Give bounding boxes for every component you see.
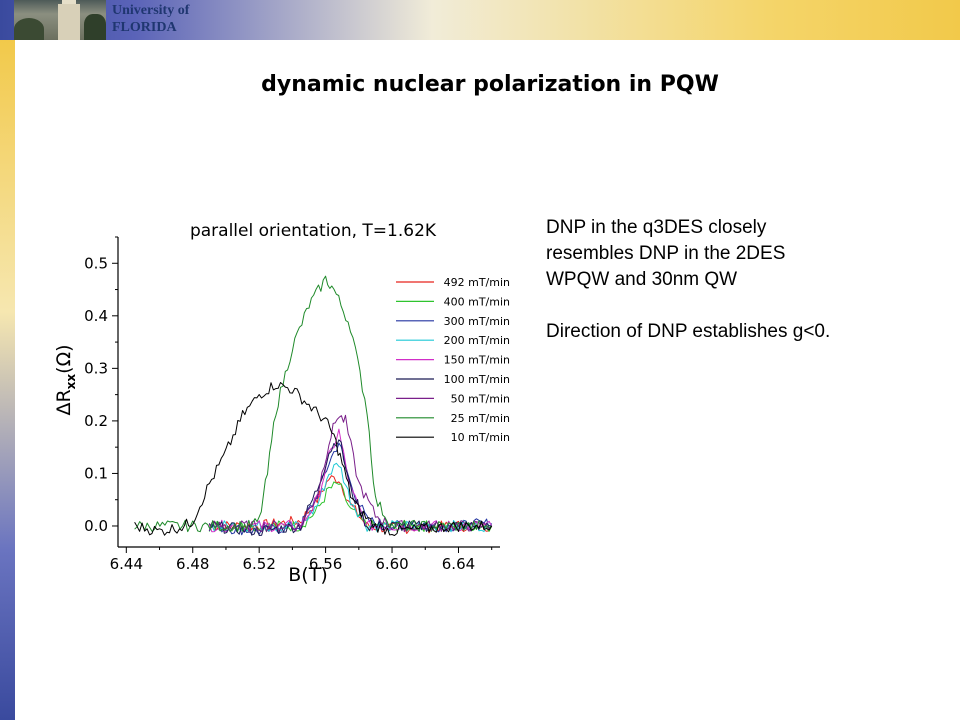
description-line: WPQW and 30nm QW — [546, 269, 738, 290]
x-tick-label: 6.44 — [110, 555, 143, 573]
legend-label: 50 mT/min — [451, 392, 510, 405]
chart-series-layer — [134, 275, 493, 536]
y-tick-label: 0.5 — [84, 254, 108, 272]
series-line-50-mt-min — [208, 414, 493, 533]
chart-legend: 492 mT/min 400 mT/min 300 mT/min 200 mT/min… — [396, 276, 510, 444]
legend-label: 100 mT/min — [444, 373, 510, 386]
x-axis-label: B(T) — [288, 564, 327, 586]
left-accent-bar — [0, 40, 15, 720]
y-axis-label-main: ΔR — [53, 389, 75, 415]
slide-title: dynamic nuclear polarization in PQW — [261, 72, 719, 97]
legend-label: 300 mT/min — [444, 315, 510, 328]
legend-label: 150 mT/min — [444, 354, 510, 367]
series-line-25-mt-min — [134, 275, 492, 533]
x-tick-label: 6.60 — [375, 555, 408, 573]
dnp-chart: parallel orientation, T=1.62K 6.44 6.48 6.… — [53, 221, 510, 586]
legend-label: 10 mT/min — [451, 431, 510, 444]
y-axis-label-sub: xx — [64, 374, 78, 390]
slide-description: DNP in the q3DES closely resembles DNP i… — [546, 215, 906, 345]
university-line2: FLORIDA — [112, 20, 177, 35]
series-line-300-mt-min — [208, 442, 493, 536]
y-axis-label: ΔRxx(Ω) — [53, 344, 78, 415]
tower-shape — [58, 4, 80, 40]
x-tick-label: 6.64 — [442, 555, 475, 573]
series-line-10-mt-min — [134, 382, 493, 536]
description-line: Direction of DNP establishes g<0. — [546, 321, 831, 342]
y-tick-label: 0.0 — [84, 517, 108, 535]
series-line-100-mt-min — [208, 439, 492, 536]
y-tick-label: 0.4 — [84, 307, 108, 325]
chart-axes: 6.44 6.48 6.52 6.56 6.60 6.64 0.0 0.1 0.2 0.3 0.4 0… — [84, 236, 500, 573]
tree-shape — [14, 18, 44, 40]
y-axis-label-tail: (Ω) — [53, 344, 75, 373]
legend-label: 25 mT/min — [451, 412, 510, 425]
university-line1: University of — [112, 3, 190, 18]
y-tick-label: 0.3 — [84, 359, 108, 377]
x-tick-label: 6.52 — [242, 555, 275, 573]
x-tick-label: 6.56 — [309, 555, 342, 573]
campus-photo — [14, 0, 106, 40]
y-tick-label: 0.2 — [84, 412, 108, 430]
legend-label: 492 mT/min — [444, 276, 510, 289]
description-line: resembles DNP in the 2DES — [546, 243, 786, 264]
header-bar — [0, 0, 960, 40]
x-tick-label: 6.48 — [176, 555, 209, 573]
description-line: DNP in the q3DES closely — [546, 217, 767, 238]
university-logo-text: University of FLORIDA — [112, 2, 232, 36]
legend-label: 400 mT/min — [444, 295, 510, 308]
chart-title: parallel orientation, T=1.62K — [190, 221, 437, 241]
tree-shape — [84, 14, 106, 40]
legend-label: 200 mT/min — [444, 334, 510, 347]
series-line-150-mt-min — [208, 428, 493, 533]
y-tick-label: 0.1 — [84, 464, 108, 482]
